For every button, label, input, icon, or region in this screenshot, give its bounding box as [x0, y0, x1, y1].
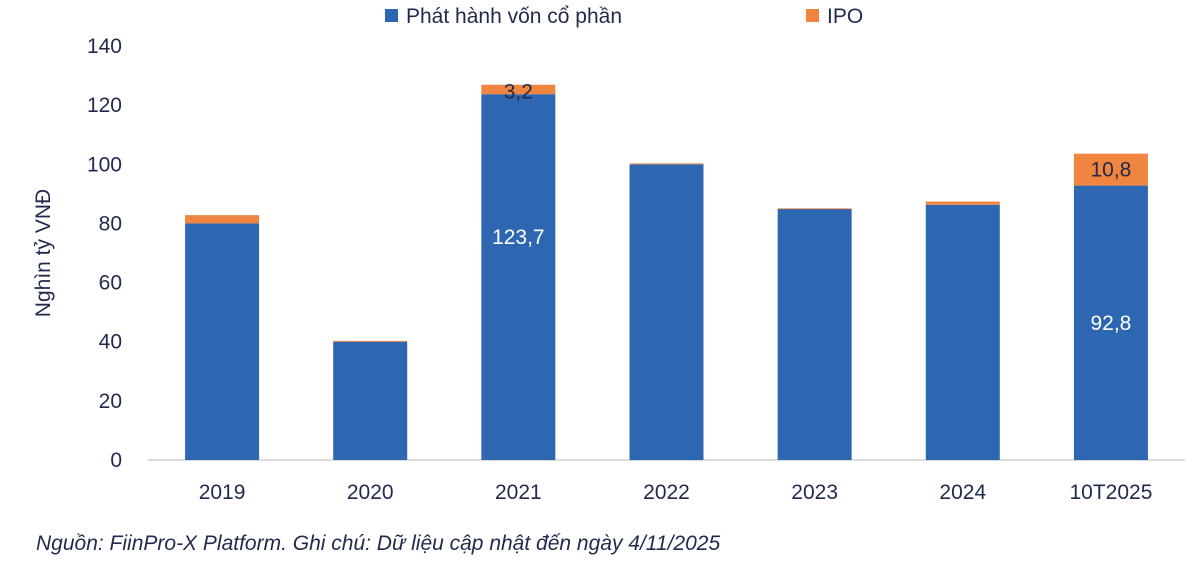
- bar-equity-issuance: [925, 204, 1000, 460]
- x-tick-label: 2023: [791, 481, 838, 504]
- y-tick-label: 120: [87, 94, 122, 117]
- bar-ipo: [629, 163, 704, 165]
- y-tick-label: 60: [99, 272, 122, 295]
- data-label: 3,2: [504, 81, 533, 104]
- bar-ipo: [185, 215, 260, 224]
- bar-ipo: [333, 340, 408, 342]
- stacked-bar-chart: 0 20 40 60 80 100 120 140 Nghìn tỷ VNĐ 2019 2020 12…: [32, 5, 1185, 504]
- x-tick-label: 2021: [495, 481, 542, 504]
- y-tick-label: 40: [99, 331, 122, 354]
- data-label: 10,8: [1090, 159, 1131, 182]
- y-tick-label: 80: [99, 212, 122, 235]
- legend-swatch: [385, 9, 398, 22]
- x-tick-label: 2019: [199, 481, 246, 504]
- bar-equity-issuance: [481, 94, 556, 461]
- y-tick-label: 140: [87, 35, 122, 58]
- x-tick-label: 10T2025: [1069, 481, 1152, 504]
- legend-swatch: [806, 9, 819, 22]
- bar-equity-issuance: [777, 208, 852, 460]
- x-tick-label: 2020: [347, 481, 394, 504]
- legend-label: IPO: [827, 5, 863, 28]
- y-tick-label: 0: [110, 449, 122, 472]
- bar-ipo: [1073, 153, 1148, 186]
- y-axis-label: Nghìn tỷ VNĐ: [32, 189, 55, 317]
- data-label: 92,8: [1090, 312, 1131, 335]
- bar-equity-issuance: [185, 223, 260, 460]
- bar-ipo: [777, 208, 852, 210]
- x-tick-label: 2024: [939, 481, 986, 504]
- bar-ipo: [925, 201, 1000, 205]
- y-tick-label: 20: [99, 390, 122, 413]
- bar-equity-issuance: [1073, 185, 1148, 460]
- x-tick-label: 2022: [643, 481, 690, 504]
- source-note: Nguồn: FiinPro-X Platform. Ghi chú: Dữ l…: [36, 532, 721, 555]
- y-tick-label: 100: [87, 153, 122, 176]
- bar-equity-issuance: [333, 341, 408, 460]
- legend-label: Phát hành vốn cổ phần: [406, 5, 622, 28]
- data-label: 123,7: [492, 226, 545, 249]
- bar-equity-issuance: [629, 164, 704, 461]
- bar-ipo: [481, 84, 556, 95]
